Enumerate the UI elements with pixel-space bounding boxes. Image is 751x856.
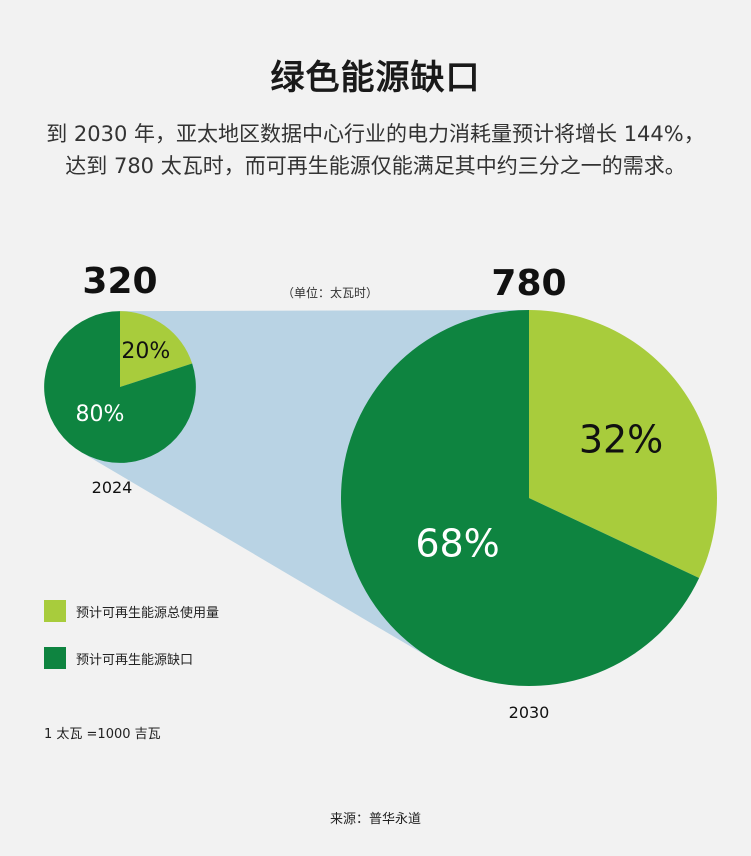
source-note: 来源：普华永道 xyxy=(329,812,421,827)
pie-2024-slice-renewable-gap xyxy=(44,311,196,463)
legend-swatch-light-green xyxy=(44,600,66,622)
unit-label: （单位：太瓦时） xyxy=(282,285,378,300)
legend-label-renewable-gap: 预计可再生能源缺口 xyxy=(76,652,194,668)
pie-2024-slice-renewable-usage xyxy=(120,311,193,387)
pie-2030-label-renewable-usage: 32% xyxy=(579,418,663,462)
pie-2024-year-label: 2024 xyxy=(92,478,133,497)
legend-item-renewable-gap: 预计可再生能源缺口 xyxy=(44,647,193,669)
legend-swatch-dark-green xyxy=(44,647,66,669)
subtitle-line-1: 到 2030 年，亚太地区数据中心行业的电力消耗量预计将增长 144%， xyxy=(46,122,705,146)
pie-2024-total: 320 xyxy=(82,261,157,302)
subtitle-line-2: 达到 780 太瓦时，而可再生能源仅能满足其中约三分之一的需求。 xyxy=(65,154,686,178)
chart-subtitle: 到 2030 年，亚太地区数据中心行业的电力消耗量预计将增长 144%， 达到 … xyxy=(0,118,751,182)
chart-title: 绿色能源缺口 xyxy=(270,58,481,98)
pie-2030-label-renewable-gap: 68% xyxy=(415,521,499,565)
pie-2030-slice-renewable-usage xyxy=(529,310,717,579)
legend-item-renewable-usage: 预计可再生能源总使用量 xyxy=(44,600,219,622)
pie-2030-year-label: 2030 xyxy=(509,703,550,722)
pie-2024-label-renewable-usage: 20% xyxy=(121,339,170,364)
unit-note: 1 太瓦 =1000 吉瓦 xyxy=(44,727,161,742)
pie-2030-slice-renewable-gap xyxy=(341,310,700,686)
legend-label-renewable-usage: 预计可再生能源总使用量 xyxy=(76,605,220,621)
pie-2030-total: 780 xyxy=(491,263,566,304)
pie-2024-label-renewable-gap: 80% xyxy=(75,402,124,427)
